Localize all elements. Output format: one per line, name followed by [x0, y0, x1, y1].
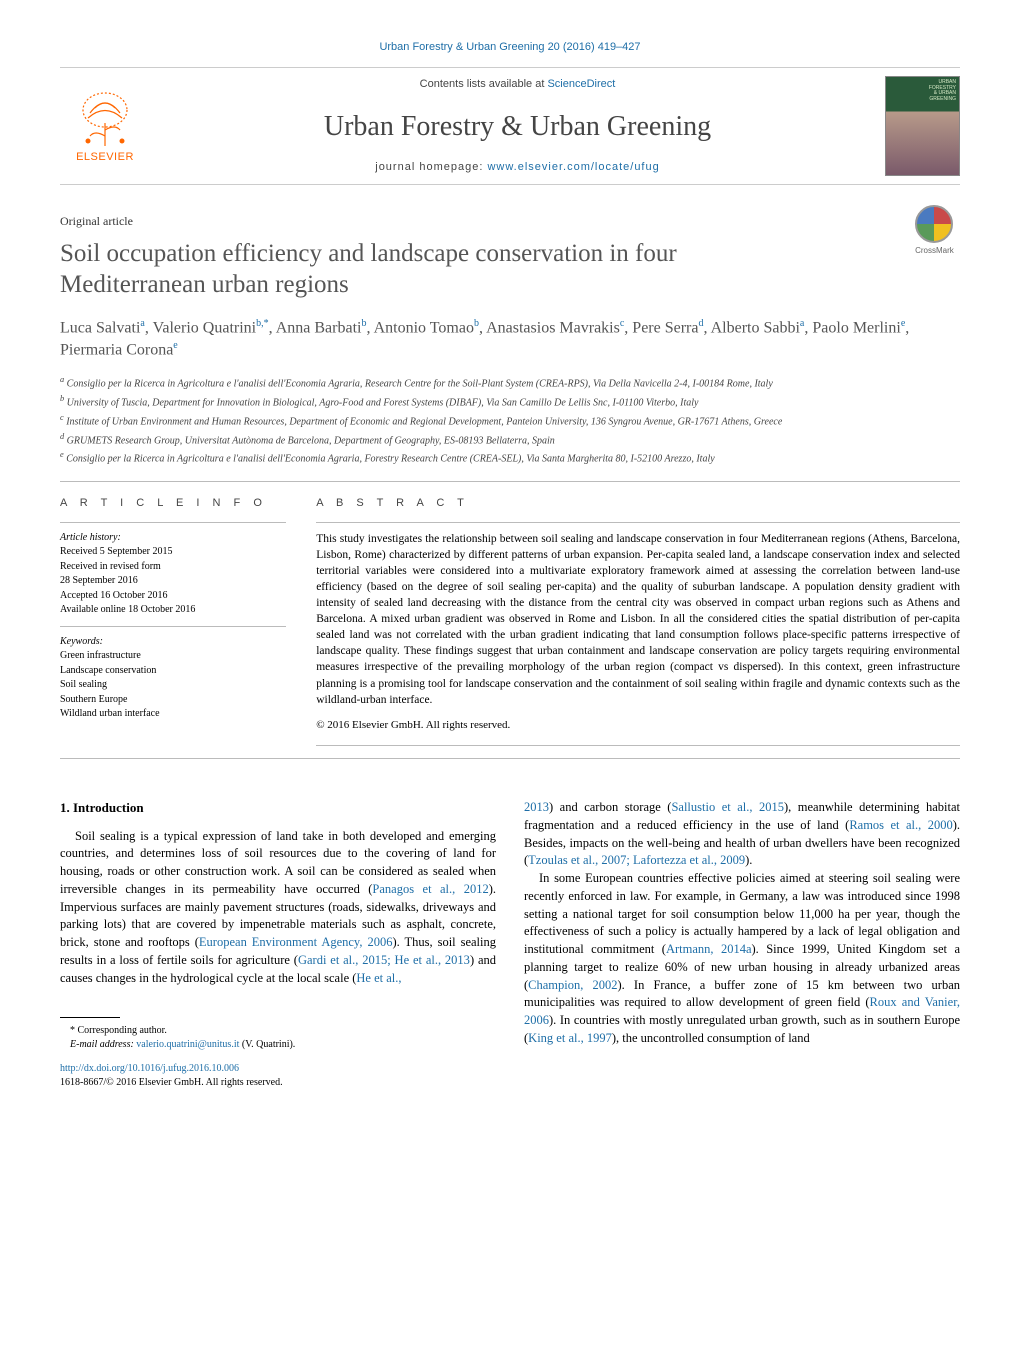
abstract-column: A B S T R A C T This study investigates …: [316, 496, 960, 746]
article-info-column: A R T I C L E I N F O Article history: R…: [60, 496, 286, 746]
introduction-heading: 1. Introduction: [60, 799, 496, 817]
keyword: Landscape conservation: [60, 664, 286, 679]
footnote-rule: [60, 1017, 120, 1018]
issn-copyright: 1618-8667/© 2016 Elsevier GmbH. All righ…: [60, 1076, 960, 1090]
citation[interactable]: European Environment Agency, 2006: [199, 935, 393, 949]
journal-banner: ELSEVIER Contents lists available at Sci…: [60, 67, 960, 185]
citation[interactable]: King et al., 1997: [528, 1031, 612, 1045]
affiliation-a: a Consiglio per la Ricerca in Agricoltur…: [60, 374, 960, 392]
affiliation-d: d GRUMETS Research Group, Universitat Au…: [60, 431, 960, 449]
body-paragraph: In some European countries effective pol…: [524, 870, 960, 1048]
history-line: 28 September 2016: [60, 574, 286, 589]
email-link[interactable]: valerio.quatrini@unitus.it: [136, 1039, 239, 1050]
corresponding-author: * Corresponding author.: [60, 1024, 496, 1038]
banner-center: Contents lists available at ScienceDirec…: [170, 77, 865, 175]
crossmark-badge[interactable]: CrossMark: [909, 205, 960, 260]
history-line: Available online 18 October 2016: [60, 603, 286, 618]
journal-title: Urban Forestry & Urban Greening: [170, 107, 865, 146]
doi-line: http://dx.doi.org/10.1016/j.ufug.2016.10…: [60, 1062, 960, 1076]
homepage-link[interactable]: www.elsevier.com/locate/ufug: [487, 161, 659, 173]
homepage-line: journal homepage: www.elsevier.com/locat…: [170, 160, 865, 175]
author-list: Luca Salvatia, Valerio Quatrinib,*, Anna…: [60, 317, 960, 362]
affiliation-c: c Institute of Urban Environment and Hum…: [60, 412, 960, 430]
body-column-right: 2013) and carbon storage (Sallustio et a…: [524, 799, 960, 1052]
affiliation-b: b University of Tuscia, Department for I…: [60, 393, 960, 411]
divider: [60, 758, 960, 759]
citation[interactable]: He et al.,: [356, 971, 401, 985]
contents-prefix: Contents lists available at: [420, 78, 548, 90]
abstract-text: This study investigates the relationship…: [316, 531, 960, 708]
email-line: E-mail address: valerio.quatrini@unitus.…: [60, 1038, 496, 1052]
affiliation-e: e Consiglio per la Ricerca in Agricoltur…: [60, 449, 960, 467]
contents-available-line: Contents lists available at ScienceDirec…: [170, 77, 865, 92]
crossmark-label: CrossMark: [915, 245, 954, 256]
article-title: Soil occupation efficiency and landscape…: [60, 238, 739, 301]
journal-cover-thumbnail: [885, 76, 960, 176]
divider: [60, 481, 960, 482]
keywords-label: Keywords:: [60, 635, 286, 650]
abstract-heading: A B S T R A C T: [316, 496, 960, 511]
body-paragraph: Soil sealing is a typical expression of …: [60, 828, 496, 988]
history-line: Accepted 16 October 2016: [60, 589, 286, 604]
crossmark-icon: [915, 205, 953, 243]
citation[interactable]: Panagos et al., 2012: [372, 882, 488, 896]
citation[interactable]: Artmann, 2014a: [666, 942, 752, 956]
citation[interactable]: Ramos et al., 2000: [849, 818, 952, 832]
footnotes: * Corresponding author. E-mail address: …: [60, 1024, 496, 1052]
article-type: Original article: [60, 213, 909, 230]
body-two-column: 1. Introduction Soil sealing is a typica…: [60, 799, 960, 1052]
citation[interactable]: 2013: [524, 800, 549, 814]
keyword: Soil sealing: [60, 678, 286, 693]
citation[interactable]: Champion, 2002: [528, 978, 617, 992]
body-paragraph: 2013) and carbon storage (Sallustio et a…: [524, 799, 960, 870]
keyword: Green infrastructure: [60, 649, 286, 664]
article-info-heading: A R T I C L E I N F O: [60, 496, 286, 511]
sciencedirect-link[interactable]: ScienceDirect: [547, 78, 615, 90]
history-label: Article history:: [60, 531, 286, 546]
history-line: Received 5 September 2015: [60, 545, 286, 560]
keyword: Southern Europe: [60, 693, 286, 708]
abstract-copyright: © 2016 Elsevier GmbH. All rights reserve…: [316, 718, 960, 733]
elsevier-logo: ELSEVIER: [60, 79, 150, 174]
citation[interactable]: Sallustio et al., 2015: [671, 800, 784, 814]
keyword: Wildland urban interface: [60, 707, 286, 722]
body-column-left: 1. Introduction Soil sealing is a typica…: [60, 799, 496, 1052]
elsevier-name: ELSEVIER: [76, 150, 134, 165]
elsevier-tree-icon: [70, 88, 140, 148]
history-line: Received in revised form: [60, 560, 286, 575]
homepage-prefix: journal homepage:: [375, 161, 487, 173]
affiliations: a Consiglio per la Ricerca in Agricoltur…: [60, 374, 960, 467]
citation[interactable]: Tzoulas et al., 2007; Lafortezza et al.,…: [528, 853, 745, 867]
citation[interactable]: Gardi et al., 2015; He et al., 2013: [298, 953, 470, 967]
running-head: Urban Forestry & Urban Greening 20 (2016…: [60, 40, 960, 55]
doi-link[interactable]: http://dx.doi.org/10.1016/j.ufug.2016.10…: [60, 1063, 239, 1074]
